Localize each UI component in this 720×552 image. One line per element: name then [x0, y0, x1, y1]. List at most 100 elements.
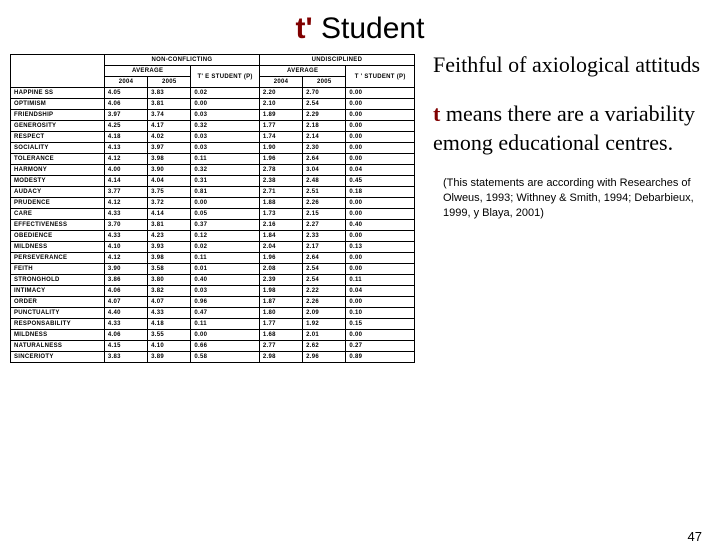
cell: 0.00: [191, 198, 260, 209]
cell: 3.74: [148, 110, 191, 121]
cell: 0.03: [191, 110, 260, 121]
cell: 3.58: [148, 264, 191, 275]
cell: 4.33: [148, 308, 191, 319]
title-tprime: t': [296, 12, 313, 45]
cell: 3.77: [104, 187, 147, 198]
cell: 0.00: [346, 264, 415, 275]
cell: 1.84: [259, 231, 302, 242]
y2a: 2005: [148, 77, 191, 88]
cell: 4.12: [104, 198, 147, 209]
table-row: RESPONSABILITY4.334.180.111.771.920.15: [11, 319, 415, 330]
group1-header: NON-CONFLICTING: [104, 55, 259, 66]
table-row: OPTIMISM4.063.810.002.102.540.00: [11, 99, 415, 110]
cell: 0.00: [346, 297, 415, 308]
cell: 2.77: [259, 341, 302, 352]
cell: 0.58: [191, 352, 260, 363]
cell: 0.00: [346, 253, 415, 264]
table-row: FRIENDSHIP3.973.740.031.892.290.00: [11, 110, 415, 121]
table-wrap: NON-CONFLICTING UNDISCIPLINED AVERAGE T'…: [10, 54, 415, 363]
cell: 0.11: [191, 253, 260, 264]
row-label: RESPECT: [11, 132, 105, 143]
row-label: SINCERIOTY: [11, 352, 105, 363]
cell: 0.02: [191, 88, 260, 99]
cell: 2.04: [259, 242, 302, 253]
cell: 2.14: [303, 132, 346, 143]
row-label: AUDACY: [11, 187, 105, 198]
cell: 2.26: [303, 198, 346, 209]
row-label: HARMONY: [11, 165, 105, 176]
cell: 0.00: [346, 154, 415, 165]
cell: 4.02: [148, 132, 191, 143]
cell: 0.00: [346, 330, 415, 341]
avg1-header: AVERAGE: [104, 66, 190, 77]
cell: 0.00: [191, 99, 260, 110]
table-row: CARE4.334.140.051.732.150.00: [11, 209, 415, 220]
cell: 1.77: [259, 319, 302, 330]
cell: 4.15: [104, 341, 147, 352]
side-heading: Feithful of axiological attituds: [433, 50, 710, 81]
cell: 0.37: [191, 220, 260, 231]
cell: 0.81: [191, 187, 260, 198]
cell: 0.00: [346, 198, 415, 209]
cell: 1.74: [259, 132, 302, 143]
table-body: HAPPINE SS4.053.830.022.202.700.00OPTIMI…: [11, 88, 415, 363]
cell: 0.00: [191, 330, 260, 341]
cell: 0.45: [346, 176, 415, 187]
cell: 2.62: [303, 341, 346, 352]
cell: 4.14: [148, 209, 191, 220]
cell: 4.13: [104, 143, 147, 154]
cell: 3.97: [104, 110, 147, 121]
tstud2-header: T ' STUDENT (P): [346, 66, 415, 88]
row-label: STRONGHOLD: [11, 275, 105, 286]
cell: 3.86: [104, 275, 147, 286]
cell: 3.83: [104, 352, 147, 363]
cell: 0.32: [191, 165, 260, 176]
table-row: GENEROSITY4.254.170.321.772.180.00: [11, 121, 415, 132]
row-label: NATURALNESS: [11, 341, 105, 352]
cell: 1.92: [303, 319, 346, 330]
cell: 2.20: [259, 88, 302, 99]
cell: 3.75: [148, 187, 191, 198]
cell: 2.29: [303, 110, 346, 121]
cell: 4.18: [148, 319, 191, 330]
row-label: PUNCTUALITY: [11, 308, 105, 319]
table-row: SINCERIOTY3.833.890.582.982.960.89: [11, 352, 415, 363]
cell: 1.88: [259, 198, 302, 209]
table-row: HARMONY4.003.900.322.783.040.04: [11, 165, 415, 176]
cell: 3.70: [104, 220, 147, 231]
cell: 2.54: [303, 99, 346, 110]
cell: 0.27: [346, 341, 415, 352]
table-row: PUNCTUALITY4.404.330.471.802.090.10: [11, 308, 415, 319]
cell: 4.33: [104, 231, 147, 242]
cell: 0.31: [191, 176, 260, 187]
cell: 2.54: [303, 264, 346, 275]
cell: 4.07: [104, 297, 147, 308]
cell: 1.96: [259, 253, 302, 264]
page-title: t' Student: [0, 12, 720, 46]
cell: 0.96: [191, 297, 260, 308]
cell: 1.90: [259, 143, 302, 154]
cell: 0.18: [346, 187, 415, 198]
cell: 2.16: [259, 220, 302, 231]
row-label: EFFECTIVENESS: [11, 220, 105, 231]
cell: 1.87: [259, 297, 302, 308]
y1a: 2004: [104, 77, 147, 88]
cell: 0.04: [346, 165, 415, 176]
cell: 0.00: [346, 143, 415, 154]
row-label: OPTIMISM: [11, 99, 105, 110]
row-label: CARE: [11, 209, 105, 220]
cell: 2.15: [303, 209, 346, 220]
row-label: PERSEVERANCE: [11, 253, 105, 264]
cell: 4.06: [104, 99, 147, 110]
cell: 4.18: [104, 132, 147, 143]
cell: 1.73: [259, 209, 302, 220]
cell: 0.04: [346, 286, 415, 297]
table-row: INTIMACY4.063.820.031.982.220.04: [11, 286, 415, 297]
cell: 2.27: [303, 220, 346, 231]
cell: 2.48: [303, 176, 346, 187]
row-label: SOCIALITY: [11, 143, 105, 154]
cell: 1.89: [259, 110, 302, 121]
table-row: EFFECTIVENESS3.703.810.372.162.270.40: [11, 220, 415, 231]
table-row: MILDNESS4.103.930.022.042.170.13: [11, 242, 415, 253]
cell: 0.00: [346, 110, 415, 121]
